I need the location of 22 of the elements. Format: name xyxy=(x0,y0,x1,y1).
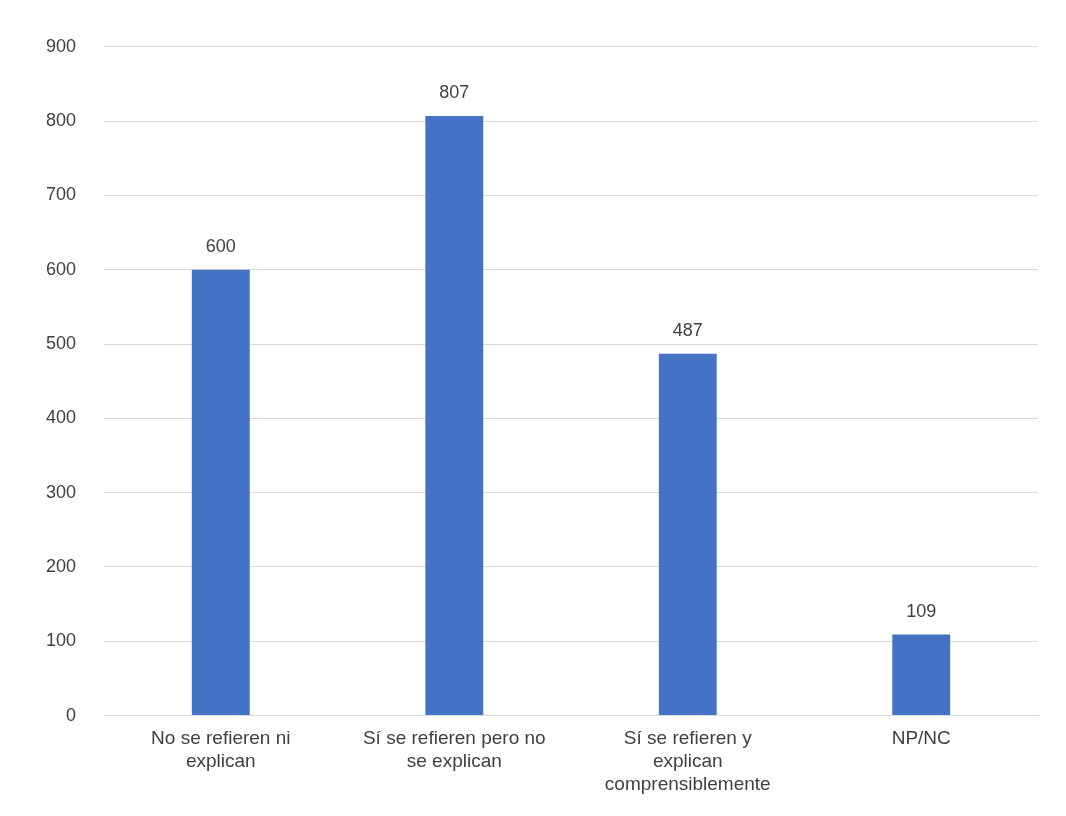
y-tick-label: 100 xyxy=(45,630,77,651)
y-tick-label: 400 xyxy=(45,407,77,428)
y-tick-label: 300 xyxy=(45,481,77,502)
data-label: 109 xyxy=(906,600,937,621)
y-tick-label: 0 xyxy=(66,704,77,725)
bar xyxy=(191,269,250,716)
bar xyxy=(425,115,484,716)
bar xyxy=(892,634,951,716)
x-tick-label: Sí se refieren pero no se explican xyxy=(362,727,546,772)
y-tick-label: 600 xyxy=(45,258,77,279)
data-label: 807 xyxy=(439,81,470,102)
data-label: 600 xyxy=(205,235,236,256)
x-tick-label: Sí se refieren y explican comprensiblemente xyxy=(604,727,771,794)
x-tick-label: No se refieren ni explican xyxy=(151,727,291,772)
y-tick-label: 800 xyxy=(45,110,77,131)
bar xyxy=(658,353,717,716)
y-tick-label: 500 xyxy=(45,333,77,354)
y-tick-label: 200 xyxy=(45,555,77,576)
data-label: 487 xyxy=(672,319,703,340)
x-tick-label: NP/NC xyxy=(891,727,951,749)
y-tick-label: 900 xyxy=(45,35,77,56)
y-tick-label: 700 xyxy=(45,184,77,205)
